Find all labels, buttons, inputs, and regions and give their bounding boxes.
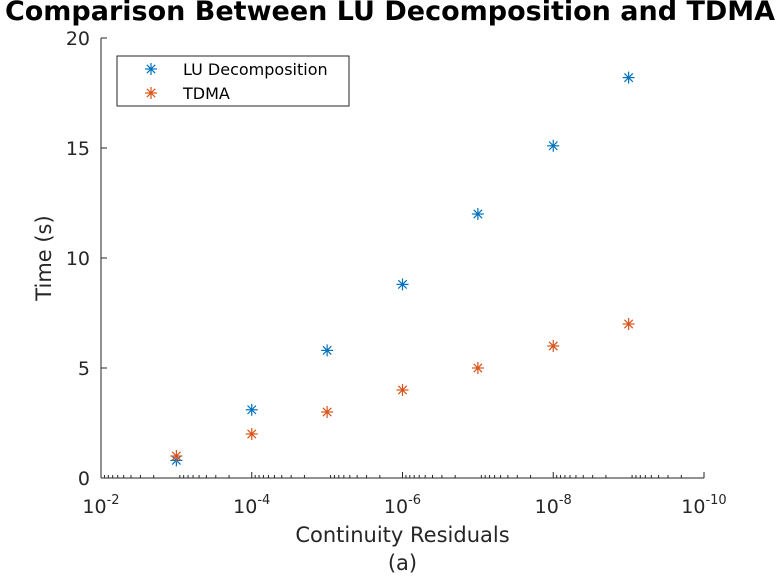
y-tick-label: 20 xyxy=(66,28,90,50)
y-axis-label: Time (s) xyxy=(32,215,56,301)
x-tick-label: 10-6 xyxy=(384,493,421,518)
data-point xyxy=(245,428,258,440)
legend-box xyxy=(116,55,350,107)
data-point xyxy=(471,362,484,374)
x-tick-exponent: -10 xyxy=(705,493,726,508)
x-tick-label: 10-10 xyxy=(681,493,726,518)
y-tick-label: 5 xyxy=(78,358,90,380)
x-tick-label: 10-4 xyxy=(233,493,270,518)
x-tick-exponent: -4 xyxy=(257,493,270,508)
data-point xyxy=(170,450,183,462)
x-tick-base: 10 xyxy=(233,496,257,518)
x-tick-base: 10 xyxy=(681,496,705,518)
data-point xyxy=(321,406,334,418)
data-point xyxy=(547,139,560,152)
data-point xyxy=(321,344,334,357)
x-tick-exponent: -2 xyxy=(107,493,120,508)
legend-label: TDMA xyxy=(182,84,230,103)
x-tick-label: 10-8 xyxy=(535,493,572,518)
x-tick-exponent: -8 xyxy=(559,493,572,508)
data-point xyxy=(622,318,635,330)
legend-marker xyxy=(145,63,157,75)
x-tick-base: 10 xyxy=(82,496,106,518)
x-tick-label: 10-2 xyxy=(82,493,119,518)
data-point xyxy=(245,403,258,416)
caption-label: (a) xyxy=(388,551,417,575)
legend: LU Decomposition TDMA xyxy=(116,55,350,107)
series-tdma xyxy=(170,318,635,462)
x-tick-base: 10 xyxy=(535,496,559,518)
x-axis-label: Continuity Residuals xyxy=(295,523,509,547)
data-point xyxy=(471,208,484,220)
chart-title: Comparison Between LU Decomposition and … xyxy=(0,0,780,32)
y-tick-label: 10 xyxy=(66,248,90,270)
x-tick-exponent: -6 xyxy=(408,493,421,508)
legend-label: LU Decomposition xyxy=(183,60,328,79)
data-point xyxy=(396,278,409,291)
legend-marker xyxy=(145,87,157,99)
chart-title-text: Comparison Between LU Decomposition and … xyxy=(4,0,776,27)
y-tick-label: 0 xyxy=(78,468,90,490)
y-tick-label: 15 xyxy=(66,138,90,160)
series-lu-decomposition xyxy=(170,71,635,467)
data-point xyxy=(396,384,409,396)
data-point xyxy=(622,71,635,84)
data-point xyxy=(547,340,560,352)
x-tick-base: 10 xyxy=(384,496,408,518)
